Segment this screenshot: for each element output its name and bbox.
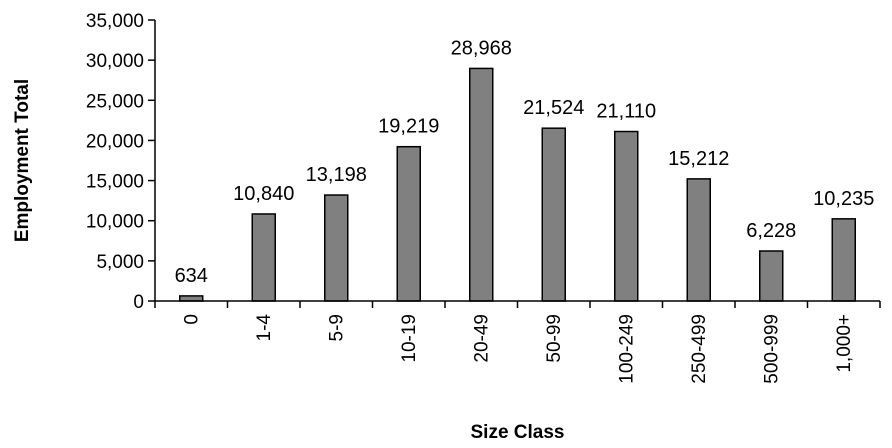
data-label-9: 10,235 — [813, 188, 874, 210]
x-tick-label: 250-499 — [689, 314, 710, 384]
bar-9 — [831, 218, 856, 302]
x-tick-label: 0 — [181, 314, 202, 325]
y-tick-label: 10,000 — [86, 212, 144, 233]
x-tick-label: 20-49 — [471, 314, 492, 363]
data-label-1: 10,840 — [233, 183, 294, 205]
bar-2 — [324, 194, 349, 302]
y-tick-label: 0 — [133, 292, 144, 313]
bar-6 — [614, 130, 639, 302]
y-tick-label: 35,000 — [86, 11, 144, 32]
bar-0 — [179, 295, 204, 302]
data-label-7: 15,212 — [668, 148, 729, 170]
bar-3 — [396, 145, 421, 302]
y-axis-title: Employment Total — [12, 79, 33, 242]
data-label-4: 28,968 — [451, 37, 512, 59]
data-label-8: 6,228 — [746, 220, 796, 242]
data-label-0: 634 — [175, 265, 208, 287]
y-tick-label: 30,000 — [86, 51, 144, 72]
data-label-2: 13,198 — [306, 164, 367, 186]
bar-1 — [251, 213, 276, 302]
y-tick-label: 5,000 — [96, 252, 144, 273]
x-tick-label: 1,000+ — [834, 314, 855, 373]
x-tick-label: 1-4 — [254, 314, 275, 342]
x-tick-label: 10-19 — [399, 314, 420, 363]
x-axis-ticks: 0 1-4 5-9 10-19 20-49 50-99 100-249 250-499 500-… — [154, 301, 881, 384]
bar-7 — [686, 178, 711, 302]
x-axis-title: Size Class — [471, 422, 565, 443]
data-label-3: 19,219 — [378, 116, 439, 138]
bar-8 — [759, 250, 784, 302]
data-labels: 634 10,840 13,198 19,219 28,968 21,524 21,110 1… — [175, 37, 875, 286]
y-tick-label: 15,000 — [86, 172, 144, 193]
x-tick-label: 50-99 — [544, 314, 565, 363]
x-tick-label: 5-9 — [326, 314, 347, 341]
x-tick-label: 500-999 — [761, 314, 782, 384]
y-tick-label: 20,000 — [86, 131, 144, 152]
data-label-5: 21,524 — [523, 97, 584, 119]
bar-5 — [541, 127, 566, 302]
y-axis-ticks: 0 5,000 10,000 15,000 20,000 25,000 30,000 35,0… — [86, 11, 155, 313]
x-tick-label: 100-249 — [616, 314, 637, 384]
data-label-6: 21,110 — [596, 101, 656, 123]
y-tick-label: 25,000 — [86, 91, 144, 112]
bar-4 — [469, 67, 494, 302]
